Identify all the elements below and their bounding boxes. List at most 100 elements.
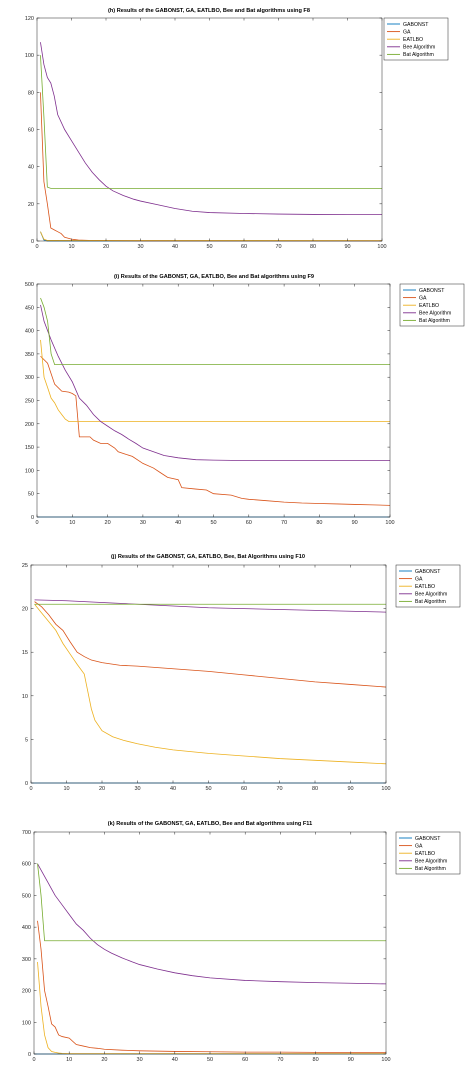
x-tick-label: 20 <box>103 244 109 250</box>
legend-label-ga: GA <box>415 843 423 849</box>
y-tick-label: 120 <box>25 16 34 22</box>
legend-label-eatlbo: EATLBO <box>403 37 423 43</box>
legend-label-ga: GA <box>419 295 427 301</box>
x-tick-label: 90 <box>347 786 353 792</box>
series-line-bee <box>37 863 386 985</box>
x-tick-label: 10 <box>69 520 75 526</box>
y-tick-label: 300 <box>25 375 34 381</box>
x-tick-label: 60 <box>241 786 247 792</box>
legend-label-gabonst: GABONST <box>415 569 441 575</box>
y-tick-label: 10 <box>22 694 28 700</box>
y-tick-label: 400 <box>25 329 34 335</box>
chart-title: (j) Results of the GABONST, GA, EATLBO, … <box>111 554 305 560</box>
y-tick-label: 500 <box>25 282 34 288</box>
series-line-ga <box>40 355 390 506</box>
legend-label-bat: Bat Algorithm <box>415 866 446 872</box>
series-line-eatlbo <box>34 603 386 765</box>
x-tick-label: 100 <box>377 244 386 250</box>
x-tick-label: 10 <box>66 1057 72 1063</box>
chart-title: (k) Results of the GABONST, GA, EATLBO, … <box>108 821 312 827</box>
y-tick-label: 700 <box>22 830 31 836</box>
series-line-ga <box>37 920 386 1053</box>
y-tick-label: 25 <box>22 563 28 569</box>
plot-frame <box>36 283 391 518</box>
series-line-bat <box>40 297 390 366</box>
x-tick-label: 0 <box>35 520 38 526</box>
y-tick-label: 150 <box>25 445 34 451</box>
x-tick-label: 80 <box>316 520 322 526</box>
x-tick-label: 30 <box>134 786 140 792</box>
x-tick-label: 80 <box>313 1057 319 1063</box>
y-tick-label: 50 <box>28 492 34 498</box>
y-tick-label: 200 <box>25 422 34 428</box>
chart-panel-2: (j) Results of the GABONST, GA, EATLBO, … <box>22 554 461 792</box>
legend-label-eatlbo: EATLBO <box>415 584 435 590</box>
chart-panel-1: (i) Results of the GABONST, GA, EATLBO, … <box>25 274 465 526</box>
chart-title: (i) Results of the GABONST, GA, EATLBO, … <box>114 274 314 280</box>
x-tick-label: 90 <box>344 244 350 250</box>
series-line-bat <box>40 55 382 189</box>
series-line-bat <box>37 863 386 942</box>
legend-label-bat: Bat Algorithm <box>419 318 450 324</box>
plot-frame <box>33 831 387 1055</box>
x-tick-label: 50 <box>206 244 212 250</box>
legend-label-gabonst: GABONST <box>419 288 445 294</box>
y-tick-label: 0 <box>31 239 34 245</box>
x-tick-label: 40 <box>172 244 178 250</box>
chart-panel-0: (h) Results of the GABONST, GA, EATLBO, … <box>25 8 449 250</box>
x-tick-label: 90 <box>348 1057 354 1063</box>
y-tick-label: 450 <box>25 305 34 311</box>
series-line-eatlbo <box>40 231 382 242</box>
y-tick-label: 0 <box>28 1052 31 1058</box>
x-tick-label: 70 <box>275 244 281 250</box>
y-tick-label: 5 <box>25 737 28 743</box>
legend-label-eatlbo: EATLBO <box>415 851 435 857</box>
x-tick-label: 50 <box>205 786 211 792</box>
x-tick-label: 100 <box>385 520 394 526</box>
x-tick-label: 0 <box>35 244 38 250</box>
x-tick-label: 60 <box>242 1057 248 1063</box>
x-tick-label: 50 <box>210 520 216 526</box>
y-tick-label: 300 <box>22 957 31 963</box>
plot-frame <box>36 17 383 242</box>
x-tick-label: 70 <box>276 786 282 792</box>
x-tick-label: 30 <box>137 244 143 250</box>
y-tick-label: 100 <box>25 53 34 59</box>
y-tick-label: 350 <box>25 352 34 358</box>
x-tick-label: 60 <box>246 520 252 526</box>
series-line-ga <box>40 92 382 242</box>
x-tick-label: 100 <box>381 786 390 792</box>
series-line-bee <box>34 599 386 613</box>
y-tick-label: 100 <box>25 468 34 474</box>
y-tick-label: 250 <box>25 399 34 405</box>
y-tick-label: 0 <box>31 515 34 521</box>
x-tick-label: 80 <box>310 244 316 250</box>
legend-label-bat: Bat Algorithm <box>403 52 434 58</box>
y-tick-label: 600 <box>22 862 31 868</box>
series-line-gabonst <box>40 231 382 242</box>
x-tick-label: 100 <box>381 1057 390 1063</box>
y-tick-label: 500 <box>22 893 31 899</box>
legend-label-eatlbo: EATLBO <box>419 303 439 309</box>
x-tick-label: 0 <box>29 786 32 792</box>
x-tick-label: 90 <box>352 520 358 526</box>
x-tick-label: 30 <box>137 1057 143 1063</box>
legend-label-ga: GA <box>403 29 411 35</box>
y-tick-label: 60 <box>28 128 34 134</box>
legend-label-gabonst: GABONST <box>403 22 429 28</box>
y-tick-label: 200 <box>22 989 31 995</box>
x-tick-label: 40 <box>170 786 176 792</box>
x-tick-label: 60 <box>241 244 247 250</box>
chart-panel-3: (k) Results of the GABONST, GA, EATLBO, … <box>22 821 461 1063</box>
x-tick-label: 70 <box>277 1057 283 1063</box>
legend-label-ga: GA <box>415 576 423 582</box>
series-line-eatlbo <box>40 339 390 422</box>
x-tick-label: 30 <box>140 520 146 526</box>
y-tick-label: 0 <box>25 781 28 787</box>
series-line-ga <box>34 601 386 688</box>
